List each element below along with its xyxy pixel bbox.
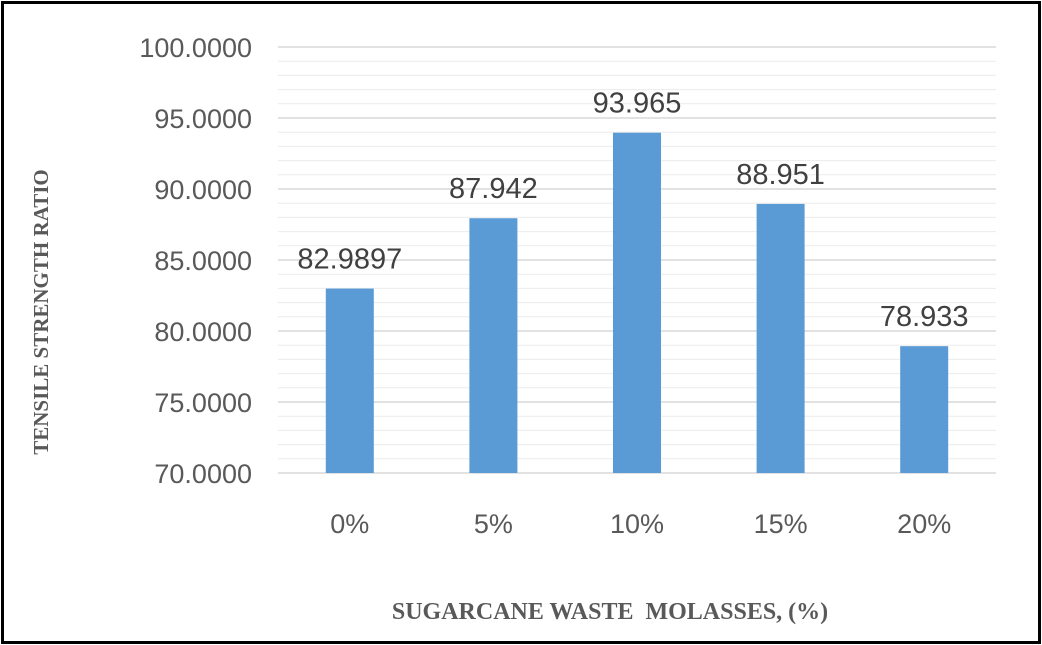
y-axis-title: TENSILE STRENGTH RATIO — [29, 169, 53, 455]
y-tick-label: 70.0000 — [154, 459, 252, 489]
x-tick-label: 20% — [897, 509, 951, 539]
bar — [325, 288, 374, 473]
bar — [469, 218, 518, 473]
y-tick-label: 100.0000 — [139, 33, 252, 63]
data-label: 88.951 — [736, 159, 825, 191]
data-label: 82.9897 — [297, 244, 402, 276]
y-tick-labels: 70.0000 75.0000 80.0000 85.0000 90.0000 95.00… — [139, 33, 252, 489]
data-label: 78.933 — [880, 301, 969, 333]
y-tick-label: 85.0000 — [154, 246, 252, 276]
x-tick-label: 5% — [474, 509, 513, 539]
data-label: 87.942 — [449, 173, 538, 205]
bar — [613, 132, 661, 473]
x-axis-title: SUGARCANE WASTE MOLASSES, (%) — [392, 599, 828, 625]
x-tick-label: 10% — [610, 509, 664, 539]
y-tick-label: 90.0000 — [154, 175, 252, 205]
data-label: 93.965 — [593, 88, 682, 120]
x-tick-labels: 0% 5% 10% 15% 20% — [330, 509, 951, 539]
bar — [756, 203, 805, 473]
y-tick-label: 80.0000 — [154, 317, 252, 347]
x-tick-label: 0% — [330, 509, 369, 539]
data-labels: 82.9897 87.942 93.965 88.951 78.933 — [297, 88, 968, 333]
y-tick-label: 75.0000 — [154, 388, 252, 418]
y-tick-label: 95.0000 — [154, 104, 252, 134]
bar — [900, 346, 949, 473]
bars — [325, 132, 949, 473]
x-tick-label: 15% — [754, 509, 808, 539]
